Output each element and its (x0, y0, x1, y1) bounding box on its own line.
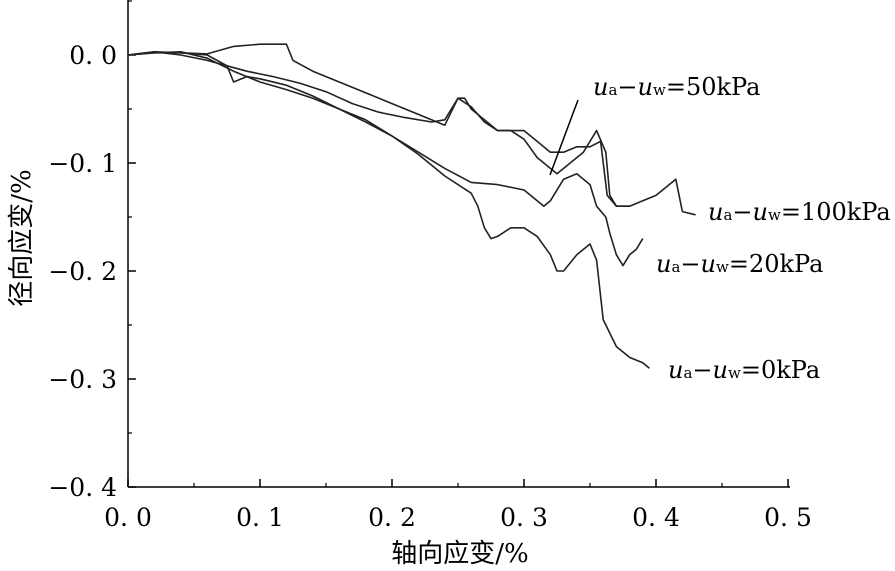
x-tick-label: 0. 3 (500, 503, 548, 532)
series-line-1 (127, 43, 696, 216)
series-lines (127, 43, 696, 369)
x-tick-label: 0. 5 (764, 503, 812, 532)
annotation-arrow-50kpa (549, 99, 579, 176)
y-tick-label: −0. 4 (48, 473, 117, 502)
series-line-3 (127, 52, 650, 369)
y-tick-label: −0. 1 (48, 149, 117, 178)
x-tick-label: 0. 2 (368, 503, 416, 532)
plot-area: 0. 0 0. 1 0. 2 0. 3 0. 4 0. 5 0. 0 −0. 1 −0. 2 −… (48, 0, 812, 532)
y-tick-label: −0. 3 (48, 365, 117, 394)
annotation-100kpa: ua−uw=100kPa (708, 198, 891, 226)
y-axis-title: 径向应变/% (7, 169, 37, 306)
series-line-2 (127, 51, 644, 267)
y-tick-label: −0. 2 (48, 257, 117, 286)
y-tick-label: 0. 0 (69, 41, 117, 70)
x-ticks: 0. 0 0. 1 0. 2 0. 3 0. 4 0. 5 (104, 479, 812, 532)
x-tick-label: 0. 4 (632, 503, 680, 532)
annotation-0kpa: ua−uw=0kPa (668, 356, 820, 384)
x-axis-title: 轴向应变/% (391, 539, 528, 569)
annotation-50kpa: ua−uw=50kPa (593, 73, 760, 101)
x-tick-label: 0. 1 (236, 503, 284, 532)
annotation-20kpa: ua−uw=20kPa (656, 250, 823, 278)
x-tick-label: 0. 0 (104, 503, 152, 532)
y-ticks: 0. 0 −0. 1 −0. 2 −0. 3 −0. 4 (48, 0, 136, 502)
series-line-0 (127, 51, 630, 207)
